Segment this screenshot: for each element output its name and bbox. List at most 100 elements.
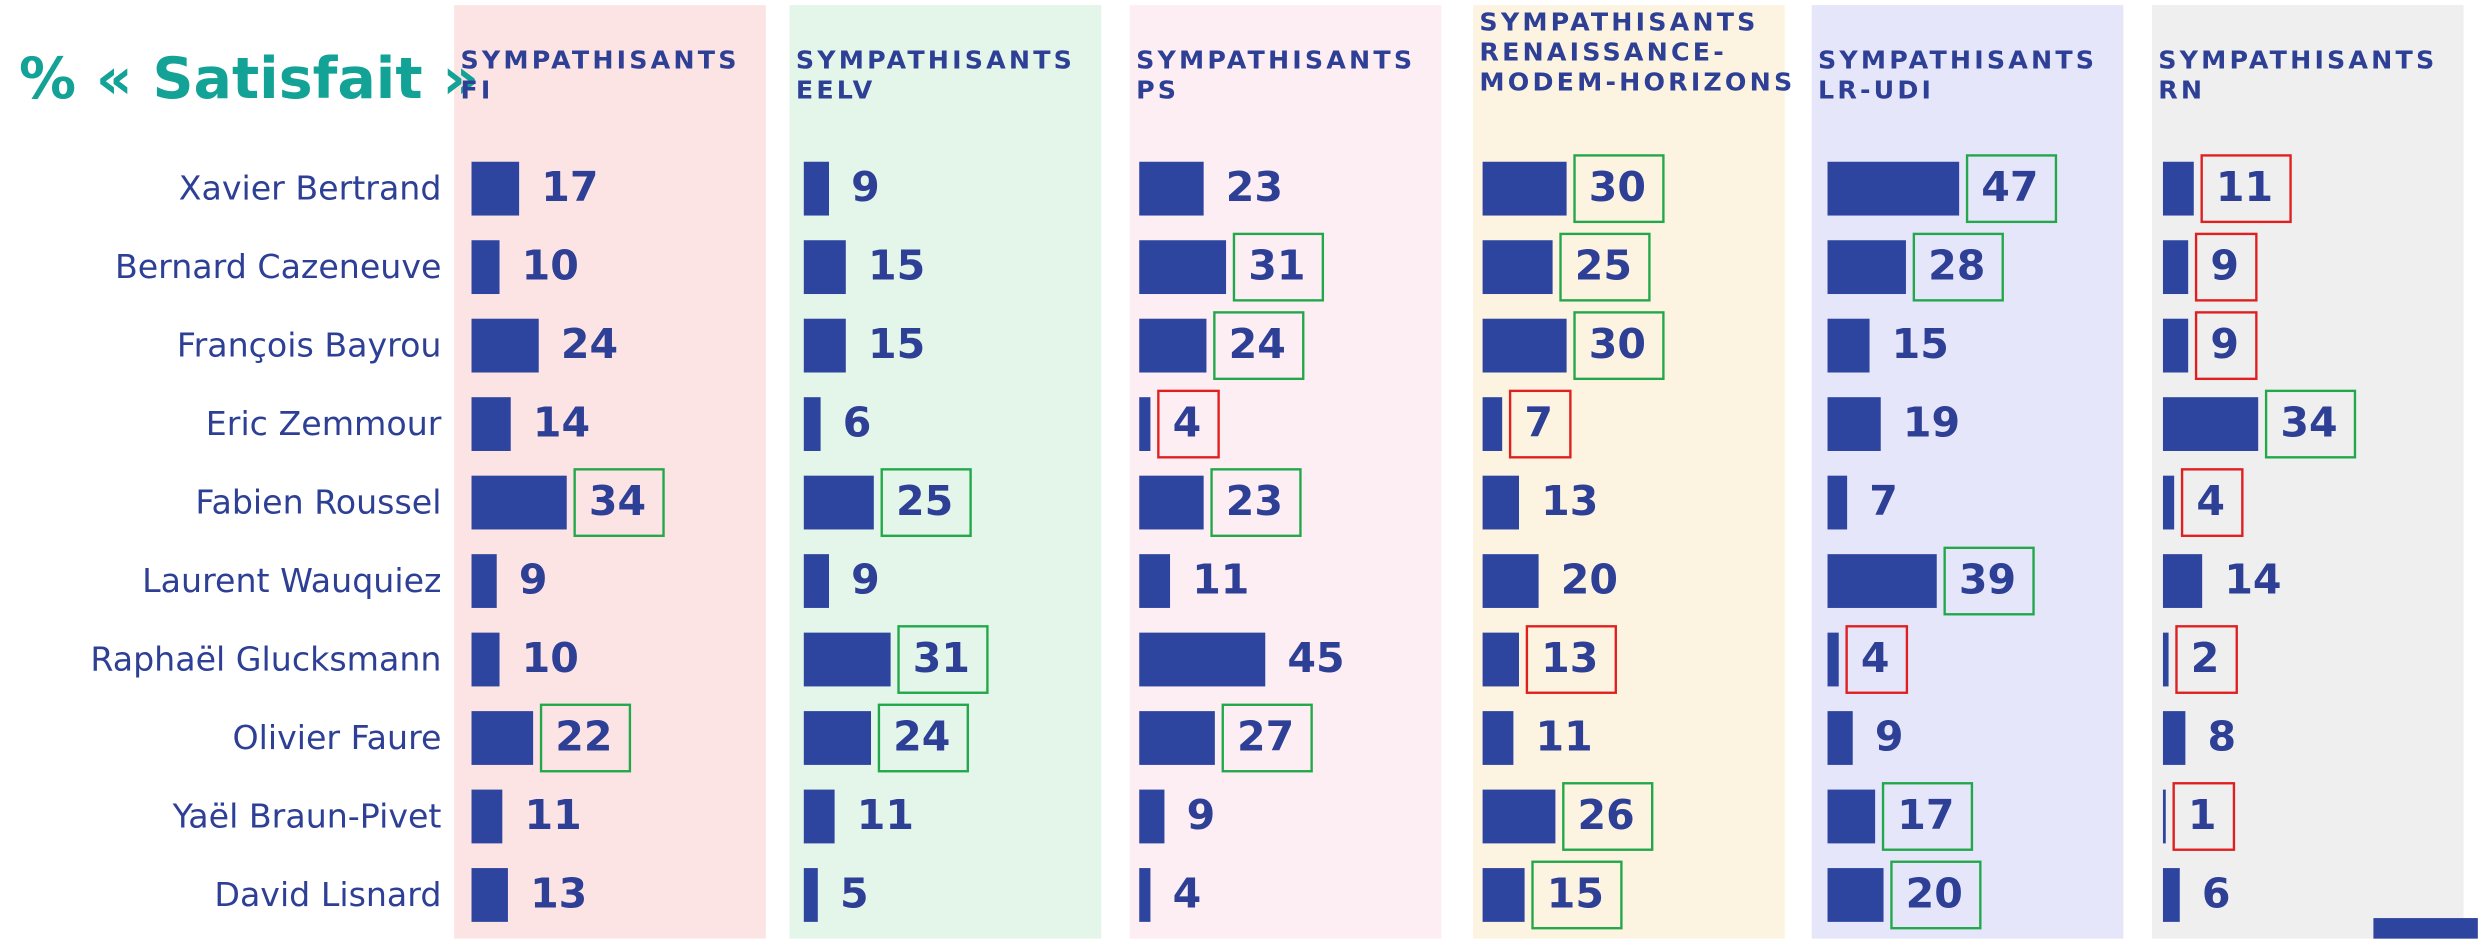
series-name: SYMPATHISANTS PS bbox=[1136, 44, 1416, 105]
bar bbox=[2162, 318, 2189, 373]
series-name: SYMPATHISANTS RENAISSANCE- MODEM-HORIZON… bbox=[1479, 6, 1796, 97]
value-label: 14 bbox=[533, 399, 590, 447]
bar bbox=[1827, 397, 1881, 451]
bar bbox=[2162, 789, 2166, 844]
value-label: 34 bbox=[2280, 399, 2337, 447]
value-label: 8 bbox=[2208, 713, 2237, 761]
bar bbox=[1139, 240, 1227, 295]
value-label: 9 bbox=[851, 556, 880, 604]
value-label: 2 bbox=[2191, 634, 2220, 682]
value-label: 47 bbox=[1981, 163, 2038, 211]
highlight-box bbox=[1157, 389, 1220, 459]
bar bbox=[803, 397, 821, 451]
highlight-box bbox=[1562, 782, 1654, 851]
bar bbox=[1482, 632, 1519, 687]
bar bbox=[803, 789, 835, 844]
value-label: 7 bbox=[1524, 399, 1553, 447]
chart-title: % « Satisfait » bbox=[19, 46, 479, 112]
value-label: 7 bbox=[1869, 477, 1898, 525]
value-label: 30 bbox=[1589, 163, 1646, 211]
value-label: 4 bbox=[1173, 870, 1202, 918]
bar bbox=[471, 475, 567, 530]
highlight-box bbox=[1210, 468, 1302, 537]
series-name: SYMPATHISANTS LR-UDI bbox=[1818, 44, 2098, 105]
value-label: 19 bbox=[1903, 399, 1960, 447]
value-label: 34 bbox=[589, 477, 646, 525]
value-label: 24 bbox=[893, 713, 950, 761]
bar bbox=[1482, 789, 1556, 844]
highlight-box bbox=[2180, 468, 2244, 537]
value-label: 23 bbox=[1226, 477, 1283, 525]
bar bbox=[803, 240, 846, 295]
bar bbox=[1827, 711, 1853, 765]
value-label: 11 bbox=[1192, 556, 1249, 604]
bar bbox=[803, 711, 872, 765]
series-name: SYMPATHISANTS EELV bbox=[795, 44, 1076, 105]
value-label: 30 bbox=[1589, 320, 1646, 368]
bar bbox=[471, 397, 511, 451]
value-label: 23 bbox=[1226, 163, 1283, 211]
highlight-box bbox=[1232, 232, 1325, 302]
value-label: 24 bbox=[561, 320, 618, 368]
value-label: 6 bbox=[2202, 870, 2231, 918]
value-label: 13 bbox=[1541, 634, 1598, 682]
bar bbox=[1139, 554, 1171, 608]
bar bbox=[2162, 161, 2194, 216]
bar bbox=[471, 161, 520, 216]
bar bbox=[1482, 318, 1567, 373]
bar bbox=[1482, 868, 1525, 922]
highlight-box bbox=[1531, 860, 1623, 930]
bar bbox=[1139, 789, 1165, 844]
highlight-box bbox=[1881, 782, 1974, 851]
bar bbox=[1827, 868, 1884, 922]
value-label: 15 bbox=[868, 242, 925, 290]
highlight-box bbox=[1943, 546, 2035, 616]
bar bbox=[2162, 868, 2180, 922]
value-label: 17 bbox=[541, 163, 598, 211]
highlight-box bbox=[1213, 311, 1305, 381]
category-label: Laurent Wauquiez bbox=[142, 561, 441, 600]
bar bbox=[1139, 868, 1151, 922]
bar bbox=[1139, 397, 1151, 451]
highlight-box bbox=[1508, 389, 1572, 459]
value-label: 11 bbox=[2216, 163, 2273, 211]
bar bbox=[471, 868, 508, 922]
highlight-box bbox=[573, 468, 665, 537]
category-label: Bernard Cazeneuve bbox=[115, 247, 442, 286]
value-label: 22 bbox=[555, 713, 612, 761]
bar bbox=[2162, 397, 2259, 451]
value-label: 11 bbox=[524, 791, 581, 839]
logo-corner bbox=[2373, 918, 2478, 939]
bar bbox=[1482, 161, 1567, 216]
bar bbox=[1827, 161, 1960, 216]
panel-header: SYMPATHISANTS FI bbox=[460, 45, 736, 105]
bar bbox=[1482, 554, 1539, 608]
highlight-box bbox=[877, 703, 969, 773]
bar bbox=[2162, 475, 2175, 530]
highlight-box bbox=[2172, 782, 2236, 851]
highlight-box bbox=[1525, 625, 1617, 694]
highlight-box bbox=[2200, 154, 2292, 224]
category-label: Raphaël Glucksmann bbox=[90, 640, 441, 679]
highlight-box bbox=[1221, 703, 1313, 773]
value-label: 1 bbox=[2188, 791, 2217, 839]
value-label: 17 bbox=[1897, 791, 1954, 839]
value-label: 9 bbox=[2210, 242, 2239, 290]
bar bbox=[2162, 632, 2169, 687]
value-label: 31 bbox=[913, 634, 970, 682]
bar bbox=[1139, 632, 1266, 687]
bar bbox=[1139, 161, 1204, 216]
value-label: 28 bbox=[1928, 242, 1985, 290]
panel-header: SYMPATHISANTS EELV bbox=[795, 44, 1076, 105]
value-label: 13 bbox=[530, 870, 587, 918]
category-label: Yaël Braun-Pivet bbox=[172, 797, 442, 836]
highlight-box bbox=[1845, 625, 1909, 694]
value-label: 14 bbox=[2224, 556, 2281, 604]
value-label: 9 bbox=[1875, 713, 1904, 761]
value-label: 5 bbox=[840, 870, 869, 918]
bar bbox=[1827, 318, 1870, 373]
series-name: SYMPATHISANTS RN bbox=[2158, 44, 2438, 105]
value-label: 13 bbox=[1541, 477, 1598, 525]
highlight-box bbox=[1559, 232, 1651, 302]
value-label: 25 bbox=[896, 477, 953, 525]
